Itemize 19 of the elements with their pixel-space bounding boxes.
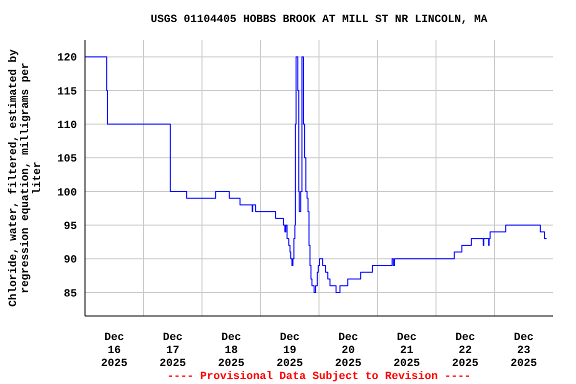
y-tick-label: 110 [57,120,77,132]
x-tick-label: Dec 16 2025 [101,332,128,370]
y-tick-label: 95 [64,221,78,234]
x-tick-label: Dec 18 2025 [218,332,245,370]
y-tick-label: 115 [57,86,78,98]
chart-title: USGS 01104405 HOBBS BROOK AT MILL ST NR LINCOLN, MA [150,14,488,26]
x-tick-label: Dec 22 2025 [452,332,479,370]
x-tick-label: Dec 21 2025 [394,332,420,370]
x-tick-label: Dec 17 2025 [160,332,186,370]
y-axis-title: Chloride, water, filtered, estimated by regression equation, milligrams per liter [7,48,44,307]
y-tick-label: 85 [64,288,78,300]
x-tick-label: Dec 19 2025 [276,332,304,370]
x-tick-label: Dec 20 2025 [335,332,362,370]
x-tick-label: Dec 23 2025 [510,332,538,370]
y-tick-label: 105 [57,154,78,166]
y-tick-label: 90 [64,254,77,267]
text: ---- Provisional Data Subject to Revision ---- [167,371,471,383]
y-tick-label: 100 [57,187,77,200]
y-tick-label: 120 [57,52,77,65]
